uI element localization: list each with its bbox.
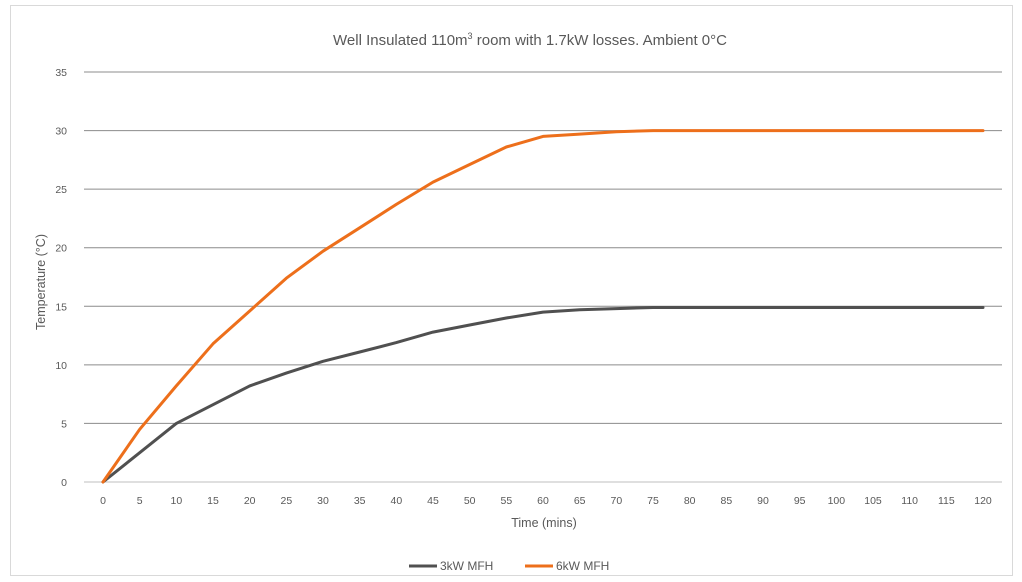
chart-title-superscript: 3 xyxy=(468,31,473,41)
y-tick-label: 20 xyxy=(55,243,67,255)
x-tick-label: 65 xyxy=(574,495,586,507)
x-tick-label: 90 xyxy=(757,495,769,507)
x-tick-label: 35 xyxy=(354,495,366,507)
x-tick-label: 30 xyxy=(317,495,329,507)
x-tick-label: 100 xyxy=(828,495,846,507)
x-tick-label: 115 xyxy=(938,495,955,507)
y-tick-label: 0 xyxy=(61,477,67,489)
x-tick-label: 25 xyxy=(280,495,292,507)
x-tick-label: 95 xyxy=(794,495,806,507)
x-tick-label: 80 xyxy=(684,495,696,507)
legend-label: 6kW MFH xyxy=(556,559,609,573)
y-tick-label: 5 xyxy=(61,418,67,430)
chart-title: Well Insulated 110m3 room with 1.7kW los… xyxy=(333,31,727,49)
series-lines xyxy=(101,129,985,484)
x-tick-label: 70 xyxy=(610,495,622,507)
y-tick-label: 30 xyxy=(55,126,67,138)
x-tick-label: 20 xyxy=(244,495,256,507)
x-axis-title: Time (mins) xyxy=(511,516,577,530)
y-tick-label: 35 xyxy=(55,67,67,79)
legend: 3kW MFH 6kW MFH xyxy=(409,559,609,573)
chart-title-main: Well Insulated 110m xyxy=(333,32,468,49)
y-axis-title: Temperature (°C) xyxy=(34,234,48,330)
x-tick-label: 75 xyxy=(647,495,659,507)
x-tick-label: 15 xyxy=(207,495,219,507)
y-axis-ticks: 0 5 10 15 20 25 30 35 xyxy=(55,67,67,489)
x-axis-ticks: 0 5 10 15 20 25 30 35 40 45 50 55 60 65 70 75 80 85 90 95 10… xyxy=(100,495,992,507)
series-line-6kw-mfh xyxy=(101,129,985,484)
x-tick-label: 0 xyxy=(100,495,106,507)
legend-label: 3kW MFH xyxy=(440,559,493,573)
chart-title-rest: room with 1.7kW losses. Ambient 0°C xyxy=(473,32,728,49)
x-tick-label: 60 xyxy=(537,495,549,507)
y-tick-label: 15 xyxy=(55,301,67,313)
x-tick-label: 50 xyxy=(464,495,476,507)
x-tick-label: 5 xyxy=(137,495,143,507)
gridlines xyxy=(84,71,1002,483)
x-tick-label: 45 xyxy=(427,495,439,507)
x-tick-label: 110 xyxy=(901,495,918,507)
series-line-3kw-mfh xyxy=(101,306,985,484)
chart-frame xyxy=(10,5,1013,576)
x-tick-label: 105 xyxy=(864,495,882,507)
y-tick-label: 10 xyxy=(55,360,67,372)
x-tick-label: 120 xyxy=(974,495,992,507)
x-tick-label: 40 xyxy=(390,495,402,507)
x-tick-label: 85 xyxy=(720,495,732,507)
x-tick-label: 55 xyxy=(500,495,512,507)
y-tick-label: 25 xyxy=(55,184,67,196)
x-tick-label: 10 xyxy=(170,495,182,507)
